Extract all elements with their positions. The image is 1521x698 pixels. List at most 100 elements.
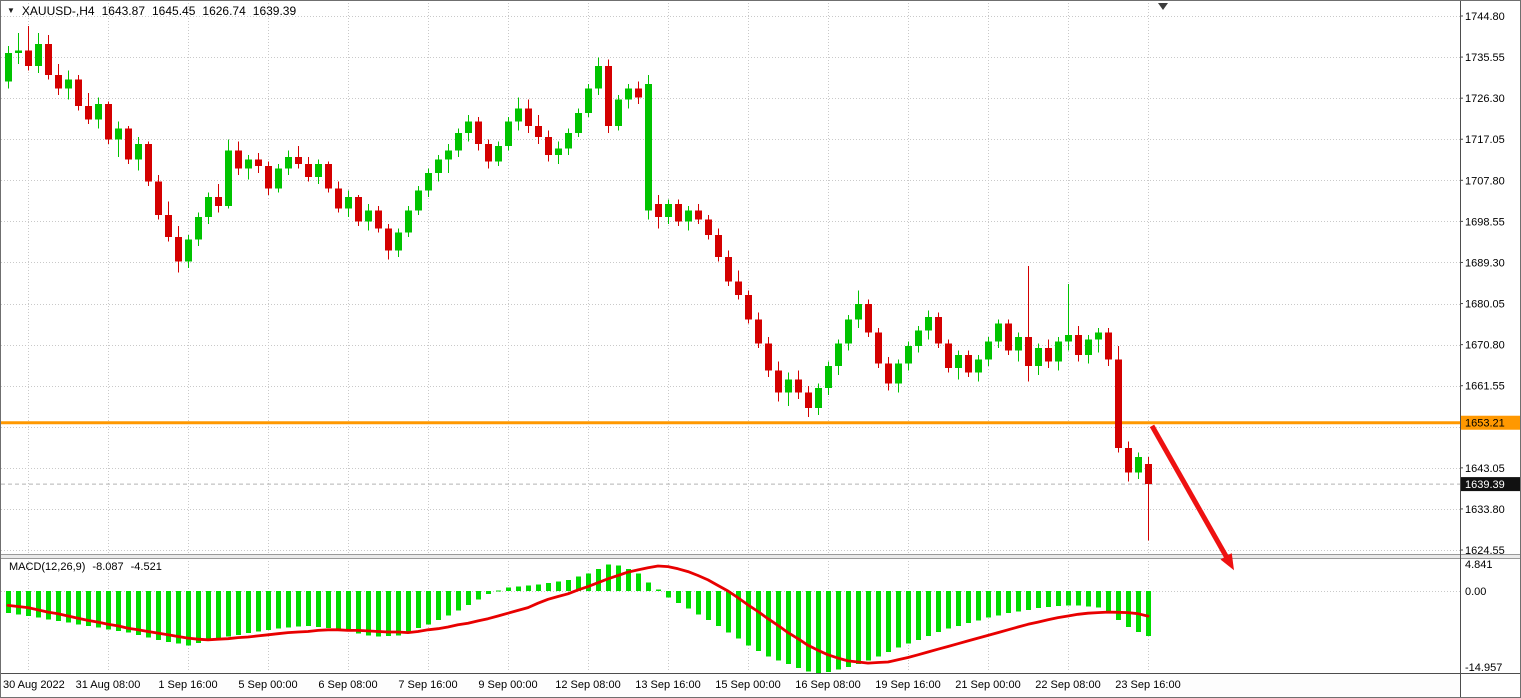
- price-axis[interactable]: [1460, 1, 1521, 698]
- macd-bar: [376, 591, 381, 637]
- chart-dropdown-icon[interactable]: ▼: [7, 6, 15, 15]
- macd-bar: [306, 591, 311, 626]
- support-line-price-badge: 1653.21: [1461, 415, 1520, 430]
- macd-bar: [76, 591, 81, 625]
- macd-main-value: -8.087: [92, 561, 124, 573]
- macd-bar: [26, 591, 31, 616]
- macd-bar: [406, 591, 411, 632]
- candle: [55, 75, 62, 89]
- candle: [345, 197, 352, 209]
- candle: [825, 365, 832, 389]
- candle: [765, 343, 772, 371]
- time-axis[interactable]: [1, 674, 1460, 698]
- macd-bar: [686, 591, 691, 609]
- macd-bar: [1136, 591, 1141, 633]
- macd-bar: [1066, 591, 1071, 606]
- macd-bar: [366, 591, 371, 636]
- macd-bar: [916, 591, 921, 640]
- candle: [125, 128, 132, 160]
- panel-divider[interactable]: [1, 554, 1521, 559]
- candle: [175, 237, 182, 262]
- macd-bar: [756, 591, 761, 651]
- candle: [465, 121, 472, 133]
- macd-bar: [436, 591, 441, 620]
- candle: [665, 203, 672, 218]
- time-axis-label: 23 Sep 16:00: [1115, 679, 1180, 691]
- candle: [355, 197, 362, 222]
- macd-bar: [666, 591, 671, 598]
- ohlc-close-value: 1639.39: [252, 4, 297, 18]
- macd-bar: [196, 591, 201, 644]
- macd-signal-value: -4.521: [130, 561, 162, 573]
- candle: [855, 303, 862, 320]
- macd-bar: [256, 591, 261, 632]
- macd-bar: [1016, 591, 1021, 612]
- macd-bar: [836, 591, 841, 670]
- macd-bar: [476, 591, 481, 600]
- candle: [195, 217, 202, 240]
- candle: [695, 210, 702, 220]
- macd-bar: [996, 591, 1001, 616]
- candle: [25, 50, 32, 67]
- candle: [415, 190, 422, 211]
- candle: [865, 303, 872, 333]
- macd-bar: [866, 591, 871, 661]
- macd-bar: [86, 591, 91, 626]
- candle: [425, 172, 432, 191]
- candle: [155, 181, 162, 215]
- candle: [615, 99, 622, 127]
- candle: [1025, 337, 1032, 366]
- candle: [385, 228, 392, 251]
- price-axis-label: 1735.55: [1465, 52, 1505, 64]
- macd-bar: [646, 582, 651, 591]
- macd-bar: [736, 591, 741, 639]
- time-axis-label: 7 Sep 16:00: [398, 679, 457, 691]
- macd-signal-line: [6, 564, 1150, 665]
- macd-bar: [206, 591, 211, 641]
- price-axis-label: 1624.55: [1465, 545, 1505, 557]
- candle: [955, 354, 962, 369]
- chart-surface[interactable]: [1, 1, 1460, 674]
- candle: [945, 343, 952, 369]
- candle: [875, 332, 882, 364]
- down-arrow-annotation[interactable]: [1149, 424, 1234, 571]
- macd-bar: [16, 591, 21, 615]
- macd-bar: [846, 591, 851, 667]
- candle: [75, 79, 82, 107]
- candle: [885, 363, 892, 384]
- macd-bar: [616, 565, 621, 591]
- candle: [475, 121, 482, 144]
- ohlc-open-value: 1643.87: [101, 4, 145, 18]
- price-axis-label: 1661.55: [1465, 381, 1505, 393]
- macd-bar: [486, 591, 491, 594]
- macd-bar: [566, 579, 571, 591]
- price-axis-labels: 1744.80 1735.55 1726.30 1717.05 1707.80 1698.…: [1460, 11, 1505, 557]
- candle: [1135, 456, 1142, 473]
- macd-bar: [56, 591, 61, 621]
- candle: [685, 210, 692, 222]
- time-axis-labels: 30 Aug 2022 31 Aug 08:00 1 Sep 16:00 5 Sep …: [3, 679, 1181, 691]
- candle: [515, 108, 522, 122]
- candle: [185, 239, 192, 262]
- candle: [375, 210, 382, 229]
- candle: [325, 163, 332, 189]
- macd-axis-labels: 4.841 0.00 -14.957: [1465, 559, 1502, 674]
- candle: [555, 148, 562, 155]
- macd-bar: [826, 591, 831, 672]
- time-axis-label: 12 Sep 08:00: [555, 679, 620, 691]
- symbol-timeframe-label: XAUUSD-,H4: [21, 4, 95, 18]
- time-axis-label: 30 Aug 2022: [3, 679, 65, 691]
- candle: [225, 150, 232, 207]
- candle: [755, 319, 762, 344]
- candle: [545, 137, 552, 155]
- current-price-badge: 1639.39: [1461, 477, 1520, 492]
- candle: [1145, 464, 1152, 485]
- macd-bar: [936, 591, 941, 633]
- macd-bar: [276, 591, 281, 629]
- candle: [115, 128, 122, 140]
- candle: [735, 281, 742, 295]
- macd-bar: [786, 591, 791, 665]
- candle: [1095, 332, 1102, 340]
- candle: [905, 345, 912, 364]
